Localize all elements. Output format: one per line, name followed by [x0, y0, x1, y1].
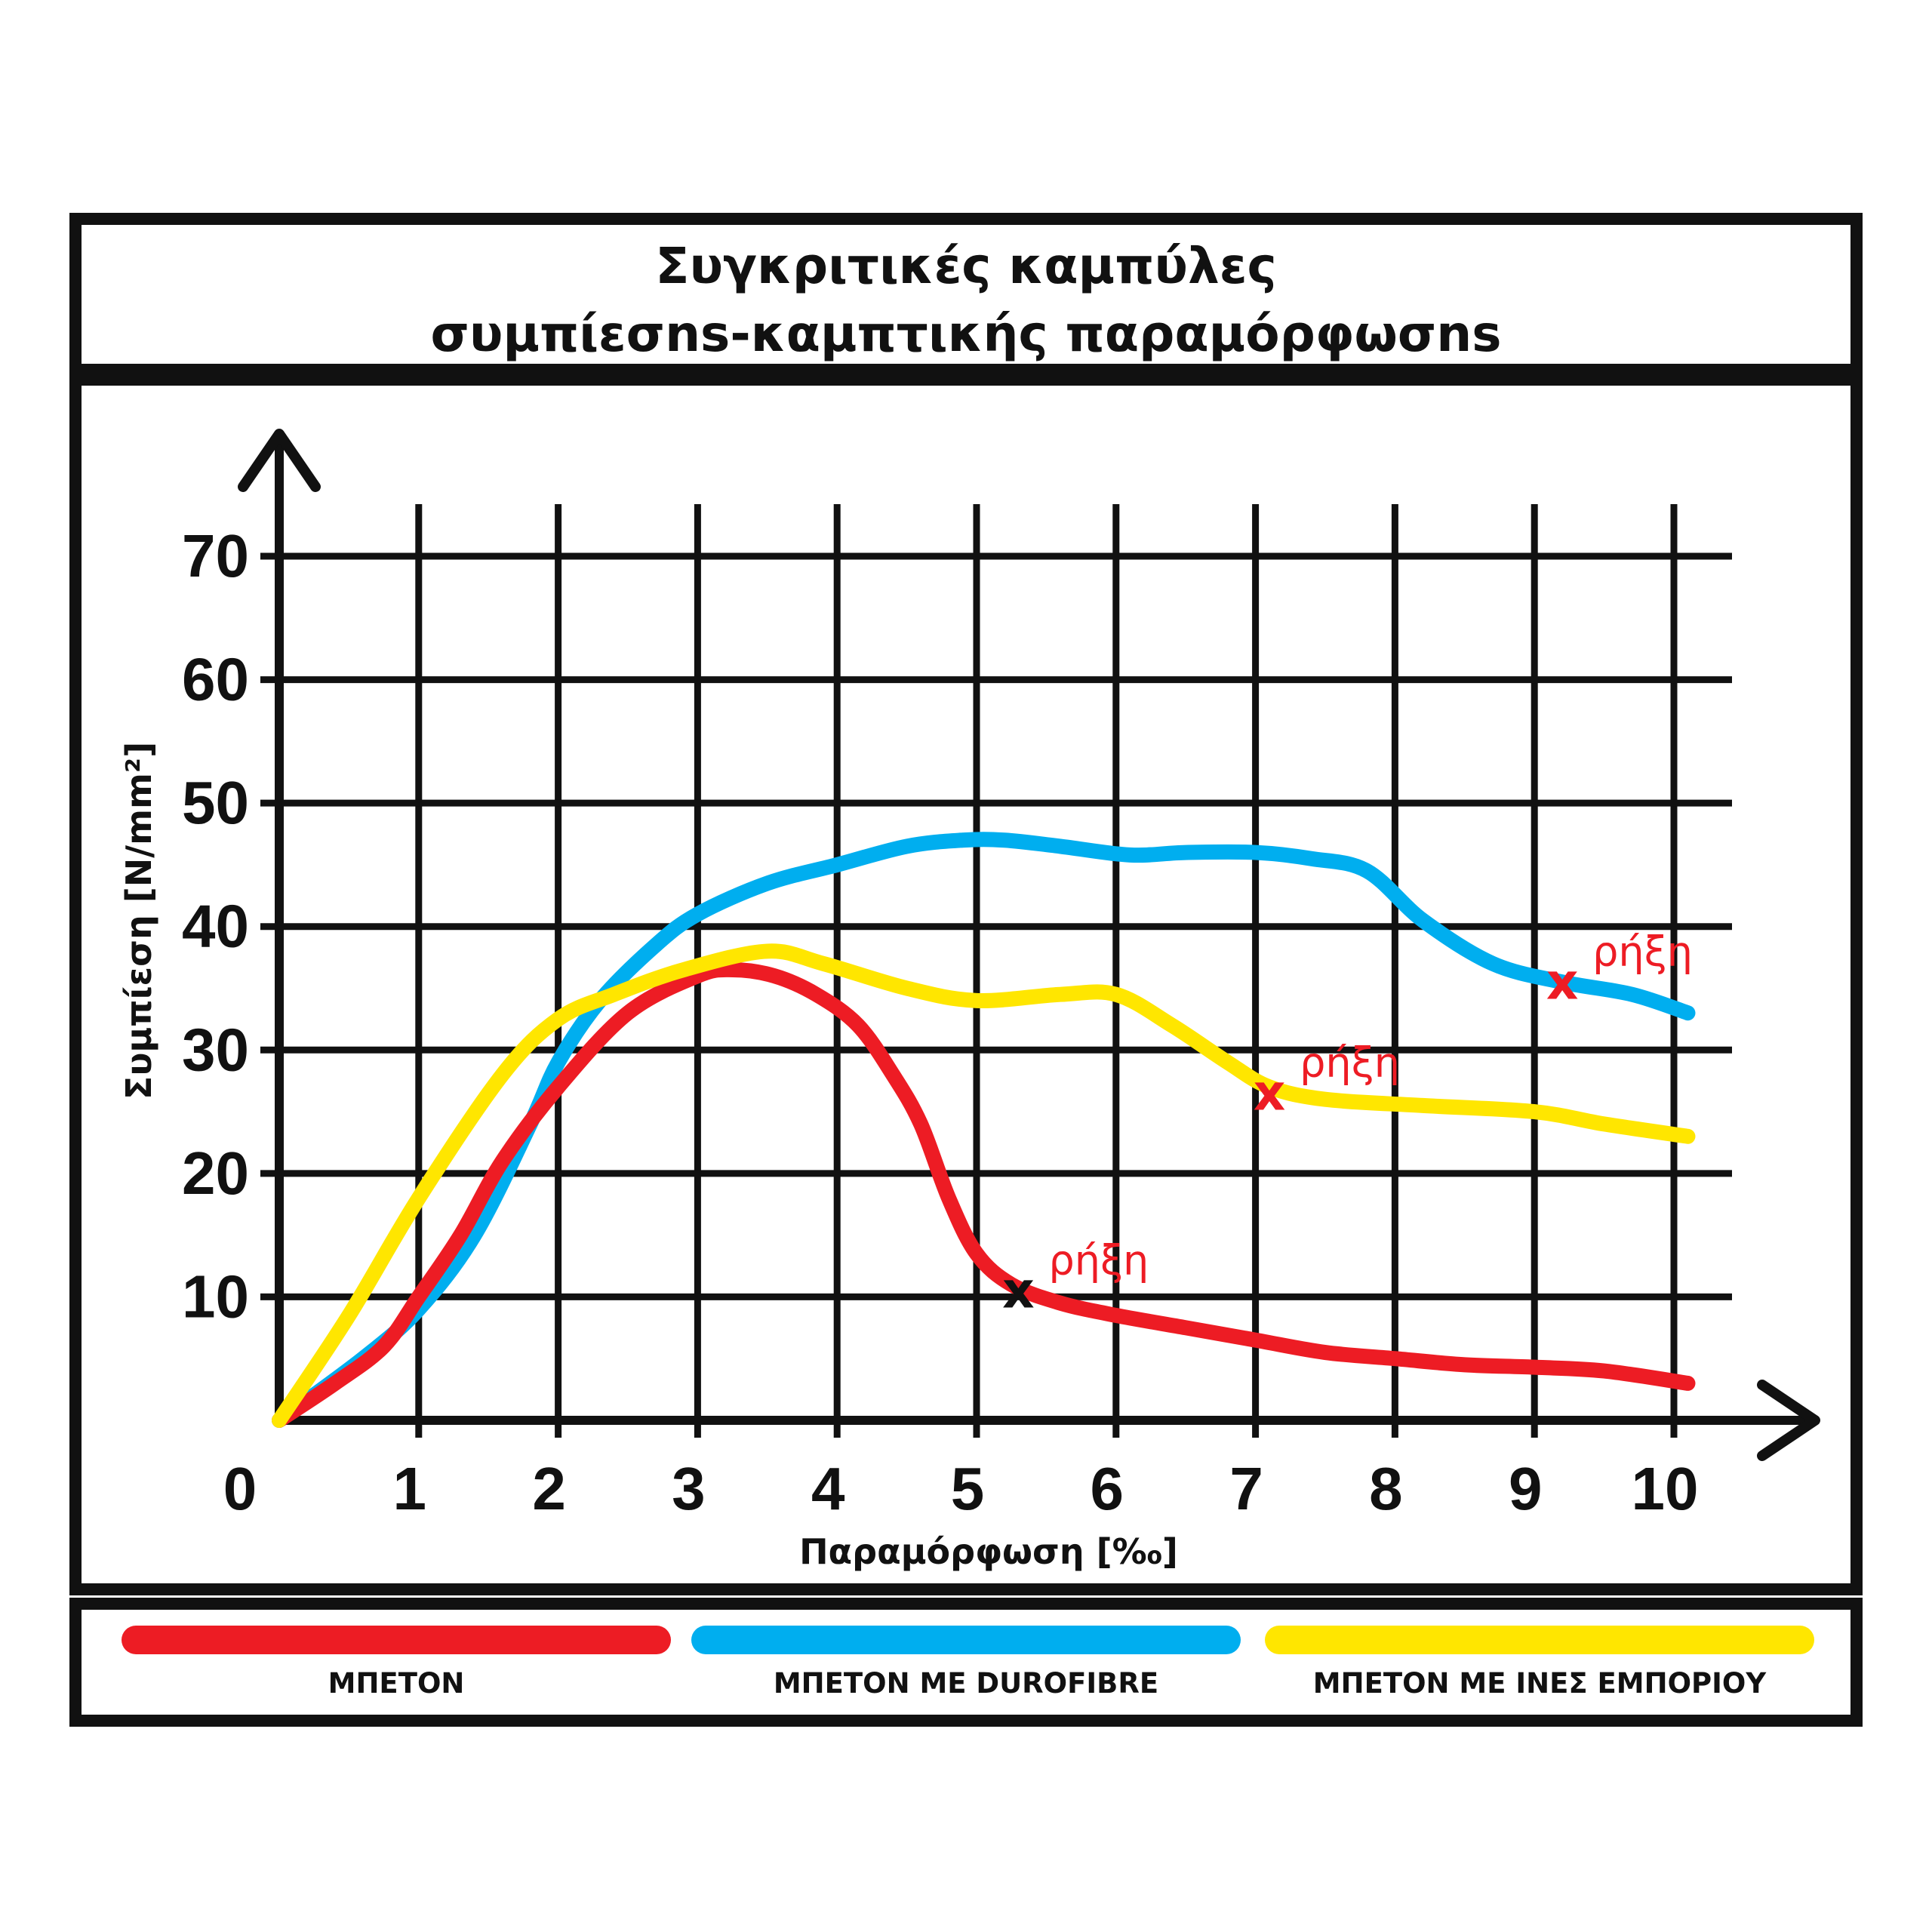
- x-tick-label: 1: [393, 1455, 427, 1522]
- legend-label: ΜΠΕΤΟΝ: [328, 1667, 465, 1700]
- rupture-label: ρήξη: [1592, 928, 1693, 975]
- y-tick-label: 30: [182, 1016, 249, 1083]
- x-tick-label: 4: [811, 1455, 845, 1522]
- series-line: [272, 961, 1696, 1428]
- x-tick-label: 8: [1369, 1455, 1403, 1522]
- y-axis-title: Συμπίεση [N/mm²]: [118, 742, 159, 1100]
- x-tick-label: 3: [672, 1455, 706, 1522]
- x-axis-arrow: [1757, 1380, 1820, 1461]
- y-tick-label: 20: [182, 1140, 249, 1207]
- rupture-marker: x: [1254, 1064, 1286, 1122]
- y-tick-label: 50: [182, 769, 249, 836]
- chart-title-line-1: Συγκριτικές καμπύλες: [655, 237, 1276, 295]
- x-tick-label: 7: [1229, 1455, 1263, 1522]
- y-tick-label: 60: [182, 646, 249, 713]
- x-tick-label: 6: [1091, 1455, 1124, 1522]
- x-axis-title: Παραμόρφωση [‰]: [799, 1531, 1178, 1572]
- tick-labels: 0 1 2 3 4 5 6 7 8 9 10 10 20 30 40 50 60 70: [182, 522, 1698, 1522]
- y-tick-label: 40: [182, 893, 249, 960]
- chart-title-line-2: συμπίεσns-καμπτικής παραμόρφωσns: [430, 305, 1501, 363]
- rupture-label: ρήξη: [1300, 1039, 1400, 1087]
- rupture-marker: x: [1546, 952, 1579, 1011]
- rupture-label: ρήξη: [1048, 1236, 1149, 1284]
- title-frame: [69, 213, 1863, 376]
- legend-label: ΜΠΕΤΟΝ ΜΕ DUROFIBRE: [774, 1667, 1158, 1700]
- x-tick-label: 10: [1632, 1455, 1699, 1522]
- legend-label: ΜΠΕΤΟΝ ΜΕ ΙΝΕΣ ΕΜΠΟΡΙΟΥ: [1313, 1667, 1767, 1700]
- y-tick-label: 70: [182, 522, 249, 589]
- plot-frame: [69, 374, 1863, 1595]
- legend: ΜΠΕΤΟΝ ΜΠΕΤΟΝ ΜΕ DUROFIBRE ΜΠΕΤΟΝ ΜΕ ΙΝΕΣ …: [122, 1626, 1814, 1700]
- axes: [238, 429, 1820, 1461]
- legend-frame: [69, 1598, 1863, 1727]
- series-lines: [272, 832, 1696, 1428]
- rupture-marker: x: [1002, 1261, 1035, 1319]
- x-tick-label: 0: [223, 1455, 257, 1522]
- x-tick-label: 9: [1509, 1455, 1543, 1522]
- y-axis-arrow: [238, 429, 321, 492]
- x-tick-label: 5: [951, 1455, 985, 1522]
- y-tick-label: 10: [182, 1263, 249, 1330]
- x-tick-label: 2: [532, 1455, 566, 1522]
- series-line: [272, 832, 1696, 1428]
- series-line: [272, 943, 1696, 1428]
